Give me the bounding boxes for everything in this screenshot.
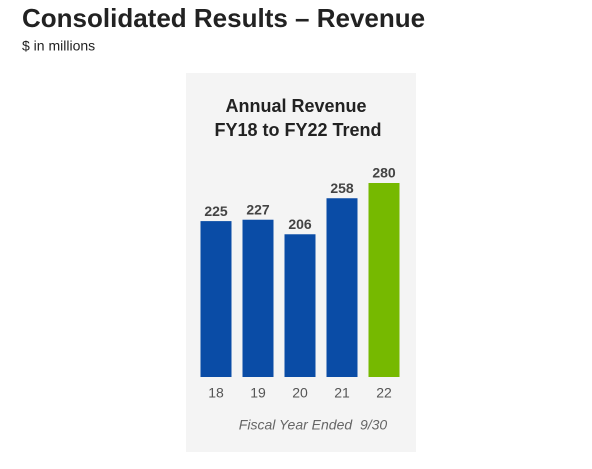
bar <box>242 219 274 377</box>
value-label: 206 <box>288 216 312 232</box>
x-axis-label: Fiscal Year Ended 9/30 <box>239 417 388 433</box>
value-label: 225 <box>204 203 228 219</box>
x-tick-label: 18 <box>208 385 224 401</box>
page-subtitle: $ in millions <box>22 38 95 54</box>
x-tick-label: 22 <box>376 385 392 401</box>
x-tick-label: 19 <box>250 385 266 401</box>
value-label: 227 <box>246 201 270 217</box>
bar <box>326 198 358 377</box>
value-label: 258 <box>330 180 354 196</box>
bar <box>284 234 316 377</box>
chart-subtitle: FY18 to FY22 Trend <box>214 120 381 140</box>
chart-title: Annual Revenue <box>225 96 366 116</box>
x-tick-label: 21 <box>334 385 350 401</box>
bar <box>200 221 232 377</box>
page-title: Consolidated Results – Revenue <box>22 3 425 33</box>
value-label: 280 <box>372 165 396 181</box>
x-tick-label: 20 <box>292 385 308 401</box>
bar <box>368 183 400 377</box>
